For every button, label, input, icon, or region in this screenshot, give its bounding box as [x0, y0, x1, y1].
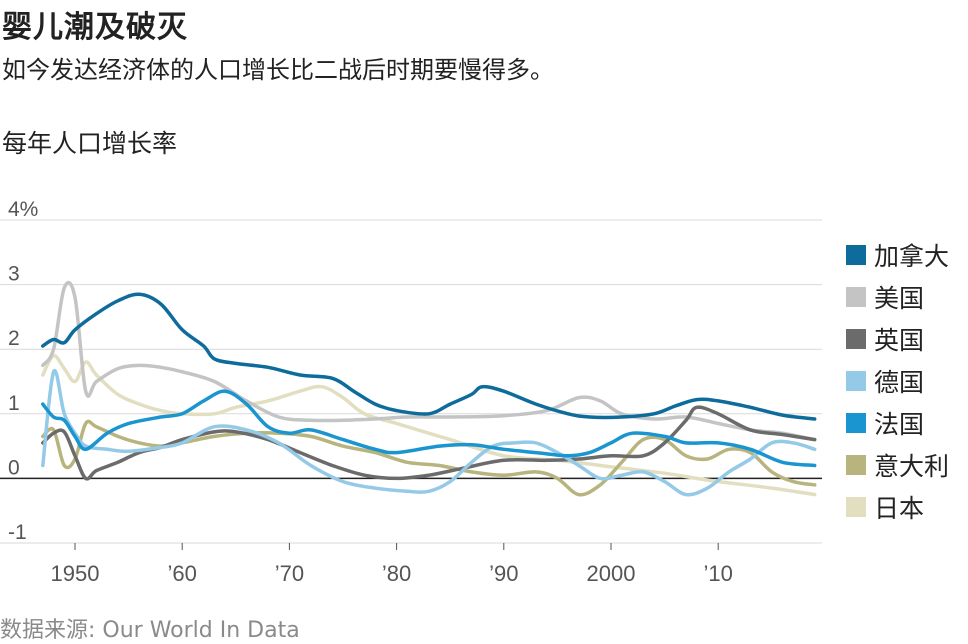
- legend-label: 英国: [874, 326, 925, 355]
- y-tick-label: 3: [8, 263, 20, 286]
- source-note: 数据来源: Our World In Data: [0, 618, 300, 643]
- y-tick-label: 2: [8, 327, 20, 350]
- x-tick-label: ’10: [704, 561, 733, 586]
- x-tick-label: 1950: [51, 561, 100, 586]
- x-tick-label: ’60: [168, 561, 197, 586]
- x-tick-label: ’90: [489, 561, 518, 586]
- legend-label: 德国: [874, 368, 925, 397]
- chart-legend: 加拿大美国英国德国法国意大利日本: [846, 234, 949, 528]
- series-line: [41, 405, 817, 481]
- y-tick-label: 1: [8, 392, 20, 415]
- legend-item: 加拿大: [846, 234, 949, 276]
- series-line: [41, 353, 817, 497]
- series-line: [41, 419, 817, 497]
- legend-swatch: [846, 413, 866, 433]
- legend-label: 美国: [874, 284, 925, 313]
- y-axis-unit-label: 每年人口增长率: [2, 129, 178, 158]
- legend-item: 法国: [846, 402, 949, 444]
- legend-item: 英国: [846, 318, 949, 360]
- series-line: [41, 292, 817, 421]
- legend-swatch: [846, 245, 866, 265]
- y-tick-label: 4%: [8, 198, 38, 221]
- x-tick-label: ’70: [275, 561, 304, 586]
- legend-item: 日本: [846, 486, 949, 528]
- legend-label: 意大利: [874, 452, 950, 481]
- y-tick-label: -1: [8, 521, 27, 544]
- y-tick-label: 0: [8, 456, 20, 479]
- chart-title: 婴儿潮及破灭: [2, 10, 188, 45]
- legend-item: 美国: [846, 276, 949, 318]
- series-line: [41, 280, 817, 442]
- series-line: [41, 368, 817, 497]
- series-line: [41, 389, 817, 468]
- legend-swatch: [846, 329, 866, 349]
- legend-item: 德国: [846, 360, 949, 402]
- legend-swatch: [846, 287, 866, 307]
- legend-swatch: [846, 371, 866, 391]
- legend-swatch: [846, 497, 866, 517]
- legend-swatch: [846, 455, 866, 475]
- legend-label: 日本: [874, 494, 925, 523]
- x-tick-label: 2000: [587, 561, 636, 586]
- chart-subtitle: 如今发达经济体的人口增长比二战后时期要慢得多。: [2, 56, 554, 84]
- legend-label: 加拿大: [874, 242, 950, 271]
- x-tick-label: ’80: [382, 561, 411, 586]
- legend-label: 法国: [874, 410, 925, 439]
- legend-item: 意大利: [846, 444, 949, 486]
